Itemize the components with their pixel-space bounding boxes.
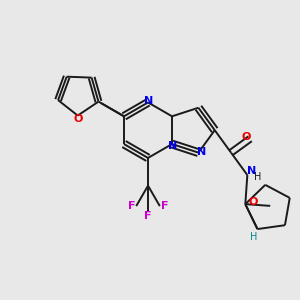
Text: N: N xyxy=(247,166,256,176)
Text: N: N xyxy=(168,141,178,151)
Text: H: H xyxy=(250,232,257,242)
Text: O: O xyxy=(73,113,82,124)
Text: N: N xyxy=(144,97,154,106)
Text: O: O xyxy=(248,197,258,207)
Text: F: F xyxy=(161,201,169,211)
Text: F: F xyxy=(128,201,135,211)
Text: F: F xyxy=(144,211,152,220)
Text: N: N xyxy=(197,147,206,157)
Text: O: O xyxy=(242,132,251,142)
Text: H: H xyxy=(254,172,261,182)
